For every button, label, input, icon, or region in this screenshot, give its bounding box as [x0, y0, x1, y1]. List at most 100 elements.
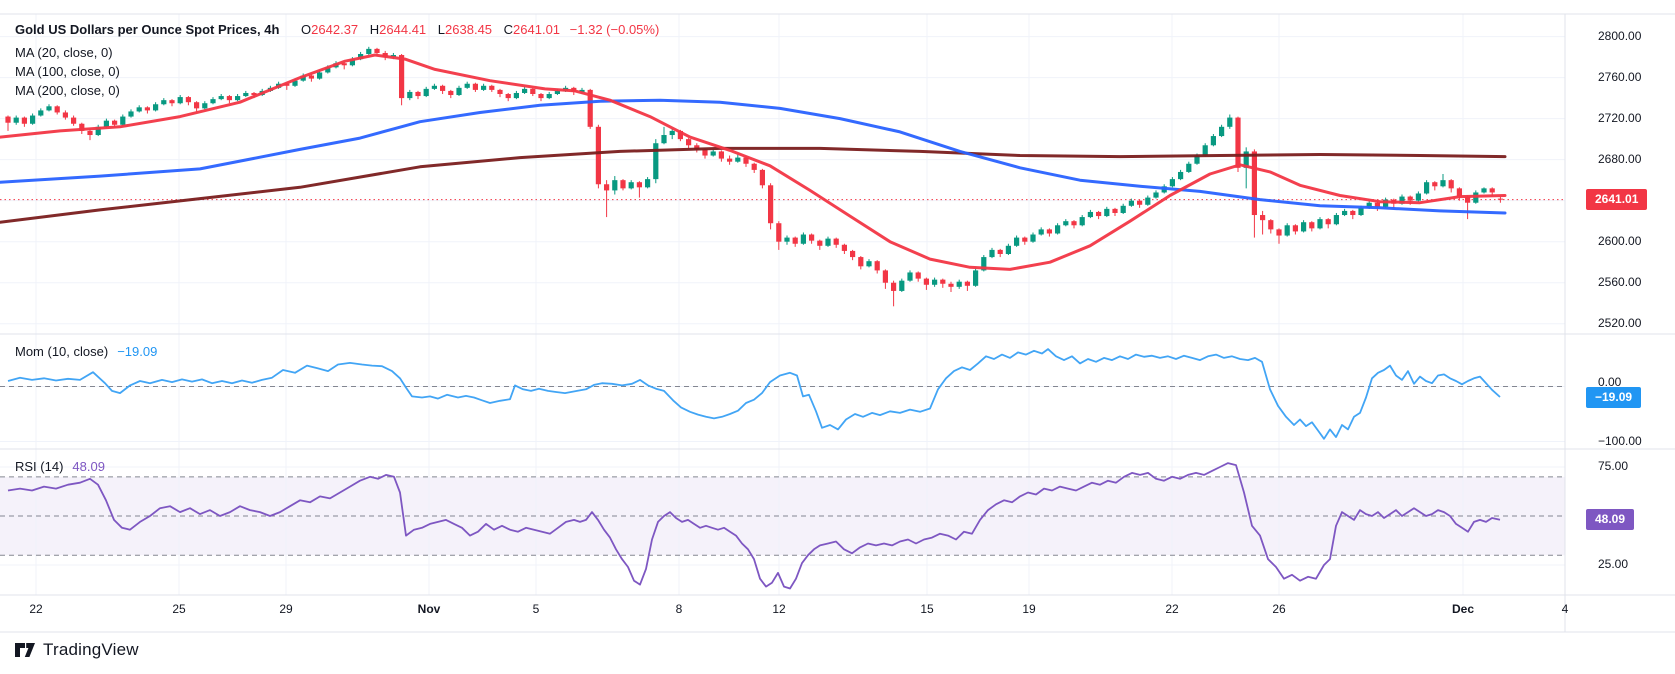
candle: [210, 99, 216, 104]
candle: [407, 91, 413, 99]
candle: [235, 96, 241, 101]
candle: [1178, 171, 1184, 180]
candle: [1137, 200, 1143, 205]
candle: [1219, 126, 1225, 137]
candle: [497, 89, 503, 94]
price-axis-label: 2600.00: [1598, 233, 1642, 248]
candle: [612, 180, 618, 191]
tradingview-brand-text: TradingView: [43, 640, 139, 659]
candle: [636, 182, 642, 188]
candle: [1489, 188, 1495, 193]
ohlc-low-label: L: [437, 22, 446, 37]
candle: [989, 249, 995, 258]
candle: [1194, 155, 1200, 164]
candle: [185, 97, 191, 103]
momentum-axis-label: −100.00: [1598, 433, 1642, 448]
time-axis-label: 26: [1272, 602, 1286, 616]
candle: [825, 238, 831, 246]
candle: [1120, 205, 1126, 213]
candle: [251, 92, 257, 96]
legend-ma20[interactable]: MA (20, close, 0): [15, 45, 113, 60]
time-axis-label: 15: [920, 602, 934, 616]
momentum-axis-label: 0.00: [1598, 374, 1622, 389]
time-axis-label: 25: [172, 602, 186, 616]
candle: [292, 80, 298, 86]
candle: [38, 110, 44, 116]
candle: [628, 182, 634, 189]
candle: [973, 270, 979, 286]
candle: [448, 90, 454, 96]
ma100-line: [0, 98, 1507, 215]
symbol-title-row: Gold US Dollars per Ounce Spot Prices, 4…: [15, 22, 659, 37]
candle: [1284, 225, 1290, 236]
candle: [1292, 225, 1298, 232]
ohlc-high-value: 2644.41: [379, 22, 427, 37]
candle: [144, 107, 150, 111]
candle: [325, 67, 331, 73]
candle: [997, 249, 1003, 254]
candle: [899, 280, 905, 291]
legend-rsi[interactable]: RSI (14) 48.09: [15, 459, 105, 474]
candle: [1333, 215, 1339, 225]
time-axis-label: 12: [772, 602, 786, 616]
candle: [735, 157, 741, 162]
candle: [530, 88, 536, 94]
candle: [136, 107, 142, 112]
candle: [645, 179, 651, 188]
candle: [505, 94, 511, 99]
candle: [54, 106, 60, 113]
ohlc-open-value: 2642.37: [311, 22, 359, 37]
candle: [817, 240, 823, 246]
candle: [1465, 196, 1471, 203]
candle: [710, 151, 716, 156]
legend-ma200[interactable]: MA (200, close, 0): [15, 83, 120, 98]
candle: [1301, 222, 1307, 232]
candle: [112, 120, 118, 125]
time-axis-label: Dec: [1451, 602, 1474, 616]
candle: [1227, 117, 1233, 127]
rsi-legend-label: RSI (14): [15, 459, 64, 474]
price-axis-label: 2520.00: [1598, 315, 1642, 330]
candle: [784, 237, 790, 242]
legend-ma100[interactable]: MA (100, close, 0): [15, 64, 120, 79]
candle: [1260, 215, 1266, 221]
candle: [1415, 193, 1421, 201]
candle: [940, 279, 946, 284]
ma200-line: [0, 146, 1507, 224]
candle: [1424, 182, 1430, 194]
legend-momentum[interactable]: Mom (10, close) −19.09: [15, 344, 157, 359]
candle: [981, 257, 987, 271]
candle: [1210, 136, 1216, 146]
candle: [95, 126, 101, 136]
time-axis-label: 22: [29, 602, 43, 616]
candle: [1243, 151, 1249, 168]
candle: [62, 112, 68, 118]
symbol-title: Gold US Dollars per Ounce Spot Prices, 4…: [15, 22, 280, 37]
candle: [702, 149, 708, 156]
candle: [809, 234, 815, 241]
rsi-line: [7, 462, 1501, 590]
candle: [194, 102, 200, 109]
candle: [751, 163, 757, 170]
candle: [284, 83, 290, 86]
candle: [792, 237, 798, 244]
tradingview-logo[interactable]: TradingView: [14, 639, 139, 661]
candle: [768, 185, 774, 224]
candle: [1128, 200, 1134, 206]
momentum-value-badge: −19.09: [1586, 386, 1642, 408]
candle: [1481, 188, 1487, 193]
candle: [1399, 196, 1405, 204]
candle: [964, 281, 970, 286]
candle: [686, 139, 692, 146]
candle: [587, 89, 593, 127]
candle: [1309, 222, 1315, 229]
candle: [891, 282, 897, 291]
time-axis-label: 22: [1165, 602, 1179, 616]
candle: [546, 94, 552, 99]
candle: [1055, 225, 1061, 234]
candle: [243, 92, 249, 97]
rsi-axis-label: 25.00: [1598, 557, 1629, 572]
candle: [1046, 229, 1052, 234]
